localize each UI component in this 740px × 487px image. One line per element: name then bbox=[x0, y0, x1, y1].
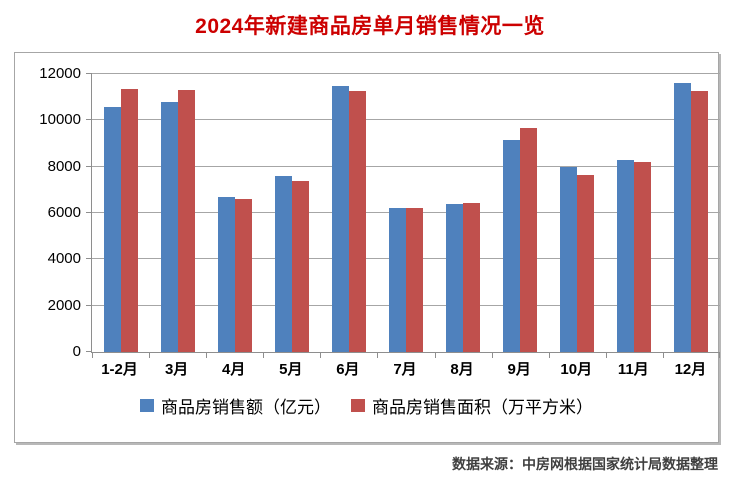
bar-sales-amount bbox=[503, 139, 521, 352]
bar-sales-area bbox=[520, 127, 538, 352]
y-axis-label: 6000 bbox=[47, 204, 81, 221]
y-axis-tick bbox=[86, 304, 92, 306]
bar-sales-amount bbox=[446, 203, 464, 352]
x-axis-label: 7月 bbox=[393, 361, 417, 378]
x-axis-label: 6月 bbox=[336, 361, 360, 378]
data-source-note: 数据来源：中房网根据国家统计局数据整理 bbox=[452, 456, 718, 472]
bar-sales-amount bbox=[103, 107, 121, 352]
x-axis-label: 3月 bbox=[164, 361, 189, 378]
x-axis-tick bbox=[491, 353, 493, 358]
bar-sales-amount bbox=[274, 175, 292, 352]
bar-sales-area bbox=[463, 202, 481, 352]
chart-title: 2024年新建商品房单月销售情况一览 bbox=[195, 15, 545, 38]
y-axis-label: 10000 bbox=[39, 111, 81, 129]
bar-sales-area bbox=[691, 90, 709, 352]
gridline bbox=[92, 119, 720, 121]
legend-item: 商品房销售面积（万平方米） bbox=[351, 393, 593, 418]
y-axis-label: 2000 bbox=[47, 296, 81, 314]
legend-swatch-sales-amount bbox=[140, 399, 154, 412]
bar-sales-area bbox=[348, 90, 366, 352]
bar-sales-area bbox=[406, 207, 423, 352]
y-axis-tick bbox=[86, 119, 92, 121]
legend-swatch-sales-area bbox=[351, 399, 365, 412]
y-axis-tick bbox=[86, 258, 92, 260]
x-axis-label: 9月 bbox=[507, 361, 531, 378]
x-axis-tick bbox=[605, 353, 607, 358]
bar-sales-amount bbox=[389, 208, 406, 352]
legend: 商品房销售额（亿元） 商品房销售面积（万平方米） bbox=[15, 393, 718, 418]
bar-sales-amount bbox=[674, 82, 692, 352]
legend-label: 商品房销售额（亿元） bbox=[161, 398, 331, 417]
x-axis-tick bbox=[92, 353, 93, 358]
x-axis-label: 12月 bbox=[674, 361, 707, 378]
y-axis-label: 4000 bbox=[47, 250, 81, 268]
bar-sales-amount bbox=[217, 196, 235, 352]
bar-sales-amount bbox=[331, 86, 349, 352]
x-axis-tick bbox=[263, 353, 265, 358]
bar-sales-area bbox=[177, 90, 195, 352]
bar-sales-area bbox=[634, 162, 652, 352]
gridline bbox=[92, 165, 720, 167]
bar-sales-area bbox=[234, 199, 252, 352]
bar-sales-area bbox=[577, 174, 595, 352]
x-axis-tick bbox=[434, 353, 436, 358]
y-axis-tick bbox=[86, 212, 92, 213]
bar-sales-amount bbox=[160, 102, 178, 352]
x-axis-tick bbox=[206, 353, 208, 358]
x-axis-label: 1-2月 bbox=[101, 361, 138, 378]
x-axis-label: 10月 bbox=[560, 361, 593, 378]
y-axis-tick bbox=[86, 165, 92, 167]
x-axis-tick bbox=[719, 353, 720, 358]
bar-sales-area bbox=[120, 88, 138, 352]
x-axis-tick bbox=[377, 353, 379, 358]
legend-label: 商品房销售面积（万平方米） bbox=[372, 398, 593, 417]
plot-area bbox=[86, 73, 720, 358]
y-axis-tick bbox=[86, 351, 92, 352]
x-axis-tick bbox=[320, 353, 322, 358]
x-axis-tick bbox=[149, 353, 151, 358]
bar-sales-area bbox=[291, 180, 309, 352]
y-axis-tick bbox=[86, 73, 92, 74]
gridline bbox=[92, 73, 720, 74]
bar-sales-amount bbox=[560, 167, 578, 352]
x-axis-label: 8月 bbox=[450, 361, 474, 378]
bar-sales-amount bbox=[617, 160, 635, 352]
x-axis-tick bbox=[662, 353, 664, 358]
y-axis-label: 8000 bbox=[47, 157, 81, 175]
x-axis-label: 4月 bbox=[222, 361, 246, 378]
x-axis-tick bbox=[548, 353, 550, 358]
x-axis-label: 11月 bbox=[617, 361, 649, 378]
chart-frame: 0 2000 4000 6000 8000 10000 12000 1-2月 3月 4月 5月 6月… bbox=[14, 52, 720, 443]
x-axis-label: 5月 bbox=[279, 361, 303, 378]
y-axis-label: 12000 bbox=[39, 65, 81, 82]
legend-item: 商品房销售额（亿元） bbox=[140, 393, 331, 418]
y-axis-label: 0 bbox=[72, 343, 81, 360]
